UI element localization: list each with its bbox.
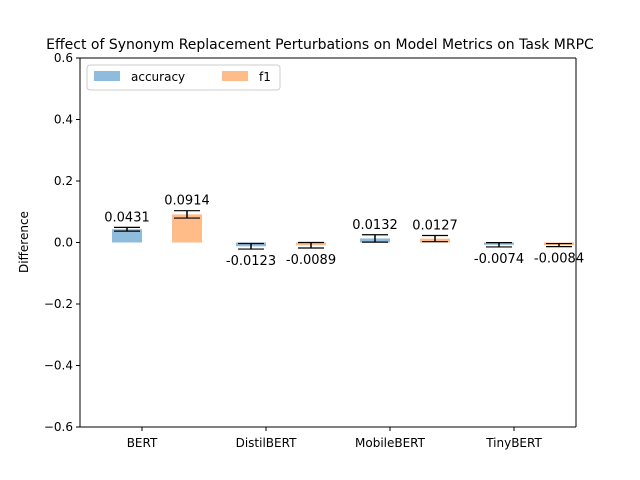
data-label: -0.0074 bbox=[474, 252, 524, 267]
axes: −0.6 −0.4 −0.2 0.0 0.2 0.4 0.6 BERT DistilBERT Mo… bbox=[44, 51, 577, 450]
bar bbox=[112, 229, 142, 243]
y-tick-label: 0.4 bbox=[54, 113, 73, 127]
chart-title: Effect of Synonym Replacement Perturbati… bbox=[46, 37, 594, 53]
y-tick-label: −0.4 bbox=[44, 359, 73, 373]
legend-swatch bbox=[94, 71, 120, 81]
data-label: 0.0914 bbox=[164, 194, 210, 209]
x-tick-label: BERT bbox=[127, 436, 158, 450]
y-axis-label: Difference bbox=[17, 211, 31, 273]
legend: accuracy f1 bbox=[86, 64, 281, 91]
x-tick-label: TinyBERT bbox=[485, 436, 542, 450]
x-tick-label: DistilBERT bbox=[236, 436, 297, 450]
y-tick-label: 0.2 bbox=[54, 174, 73, 188]
bar bbox=[172, 214, 202, 243]
data-label: 0.0127 bbox=[412, 219, 458, 234]
legend-swatch bbox=[222, 71, 248, 81]
legend-label: f1 bbox=[259, 70, 271, 84]
data-label: -0.0089 bbox=[286, 253, 336, 268]
data-label: 0.0431 bbox=[104, 210, 150, 225]
data-label: -0.0084 bbox=[534, 252, 584, 267]
y-tick-label: 0.0 bbox=[54, 236, 73, 250]
data-label: -0.0123 bbox=[226, 254, 276, 269]
legend-label: accuracy bbox=[131, 70, 185, 84]
y-tick-label: −0.2 bbox=[44, 297, 73, 311]
x-tick-label: MobileBERT bbox=[355, 436, 426, 450]
y-tick-label: 0.6 bbox=[54, 51, 73, 65]
data-label: 0.0132 bbox=[352, 218, 398, 233]
plot-area: 0.0431 -0.0123 0.0132 -0.0074 0.0914 -0.0089 0… bbox=[104, 194, 584, 269]
y-tick-label: −0.6 bbox=[44, 420, 73, 434]
